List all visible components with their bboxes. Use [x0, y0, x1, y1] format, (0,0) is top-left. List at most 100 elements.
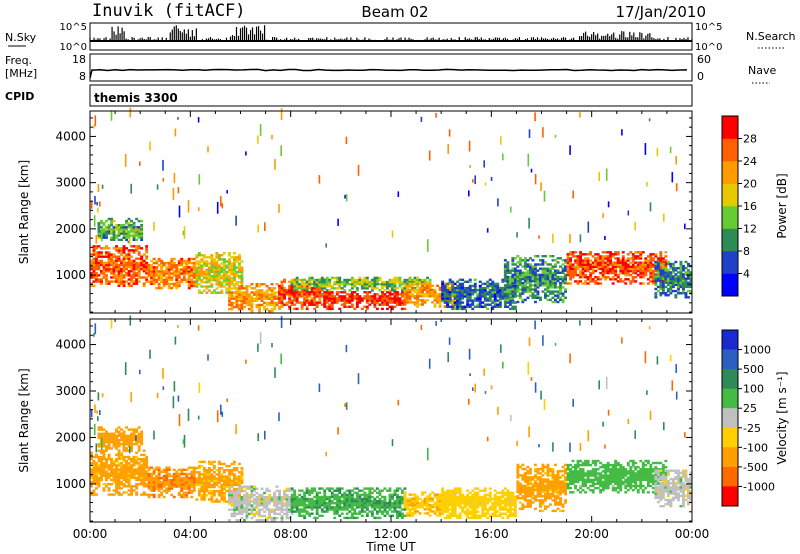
data-cell — [215, 279, 219, 282]
data-cell — [526, 282, 530, 285]
data-cell — [483, 293, 487, 296]
data-cell — [115, 445, 118, 448]
data-cell — [687, 264, 690, 268]
data-cell — [152, 261, 156, 265]
data-cell — [461, 289, 465, 292]
data-cell — [185, 278, 189, 281]
data-cell — [631, 253, 635, 256]
data-cell — [666, 279, 670, 282]
data-cell — [666, 262, 670, 266]
data-cell — [207, 483, 211, 487]
data-cell — [117, 470, 121, 473]
data-cell — [559, 265, 562, 268]
data-cell — [177, 481, 181, 484]
data-cell — [263, 305, 266, 309]
data-cell — [140, 480, 144, 484]
data-cell — [200, 279, 204, 282]
data-cell — [200, 281, 204, 284]
data-cell — [207, 289, 211, 292]
data-cell — [285, 498, 289, 501]
data-cell — [130, 245, 133, 248]
data-cell — [235, 291, 239, 294]
data-cell — [97, 485, 101, 488]
data-cell — [192, 468, 196, 471]
data-cell — [664, 265, 668, 268]
data-cell — [130, 265, 133, 269]
data-cell — [120, 455, 123, 459]
data-cell — [649, 261, 653, 264]
data-cell — [546, 267, 550, 270]
data-cell — [313, 293, 317, 296]
data-cell — [661, 292, 665, 295]
data-cell — [586, 253, 590, 256]
data-streak — [280, 145, 282, 156]
data-cell — [115, 224, 118, 227]
data-cell — [283, 498, 286, 501]
data-cell — [631, 276, 635, 279]
data-cell — [110, 432, 113, 435]
data-cell — [473, 299, 477, 302]
data-cell — [433, 297, 437, 300]
data-cell — [539, 282, 542, 285]
data-cell — [190, 284, 194, 288]
data-cell — [117, 282, 121, 285]
data-cell — [391, 289, 394, 292]
data-cell — [240, 496, 244, 499]
data-cell — [611, 267, 615, 271]
data-cell — [115, 274, 118, 277]
data-cell — [629, 269, 633, 273]
data-cell — [511, 288, 515, 291]
data-cell — [132, 474, 136, 477]
data-cell — [115, 483, 118, 486]
data-cell — [493, 291, 497, 294]
data-cell — [664, 279, 668, 282]
data-cell — [127, 428, 131, 431]
data-cell — [97, 230, 101, 233]
data-cell — [233, 512, 236, 516]
data-cell — [258, 283, 261, 286]
data-cell — [192, 479, 196, 482]
data-cell — [579, 271, 582, 275]
data-cell — [318, 301, 322, 304]
data-cell — [295, 276, 299, 280]
data-cell — [438, 305, 442, 308]
data-cell — [187, 278, 191, 281]
data-cell — [393, 297, 397, 300]
data-cell — [90, 265, 93, 269]
data-cell — [298, 295, 302, 298]
data-cell — [468, 286, 472, 290]
data-cell — [285, 510, 289, 513]
data-cell — [586, 265, 590, 268]
data-cell — [651, 280, 655, 283]
data-cell — [207, 276, 211, 280]
data-cell — [664, 271, 668, 274]
data-cell — [167, 485, 171, 488]
data-cell — [325, 301, 329, 304]
data-cell — [217, 481, 221, 484]
data-cell — [253, 293, 256, 296]
data-cell — [157, 472, 161, 476]
data-cell — [401, 287, 404, 290]
data-cell — [293, 491, 297, 494]
data-cell — [117, 462, 121, 465]
data-cell — [180, 272, 184, 275]
data-cell — [120, 251, 123, 254]
data-cell — [180, 487, 184, 490]
data-cell — [355, 303, 359, 306]
data-cell — [298, 502, 302, 505]
data-cell — [669, 275, 673, 278]
data-cell — [639, 251, 643, 254]
data-cell — [656, 273, 660, 277]
data-cell — [92, 259, 96, 262]
data-cell — [192, 472, 196, 476]
data-cell — [386, 301, 389, 304]
data-cell — [190, 274, 194, 277]
data-cell — [659, 275, 663, 278]
data-cell — [127, 438, 131, 442]
data-cell — [120, 270, 123, 273]
data-cell — [335, 299, 339, 302]
data-cell — [308, 293, 312, 296]
data-cell — [358, 280, 362, 284]
data-cell — [127, 270, 131, 273]
data-cell — [195, 270, 199, 274]
